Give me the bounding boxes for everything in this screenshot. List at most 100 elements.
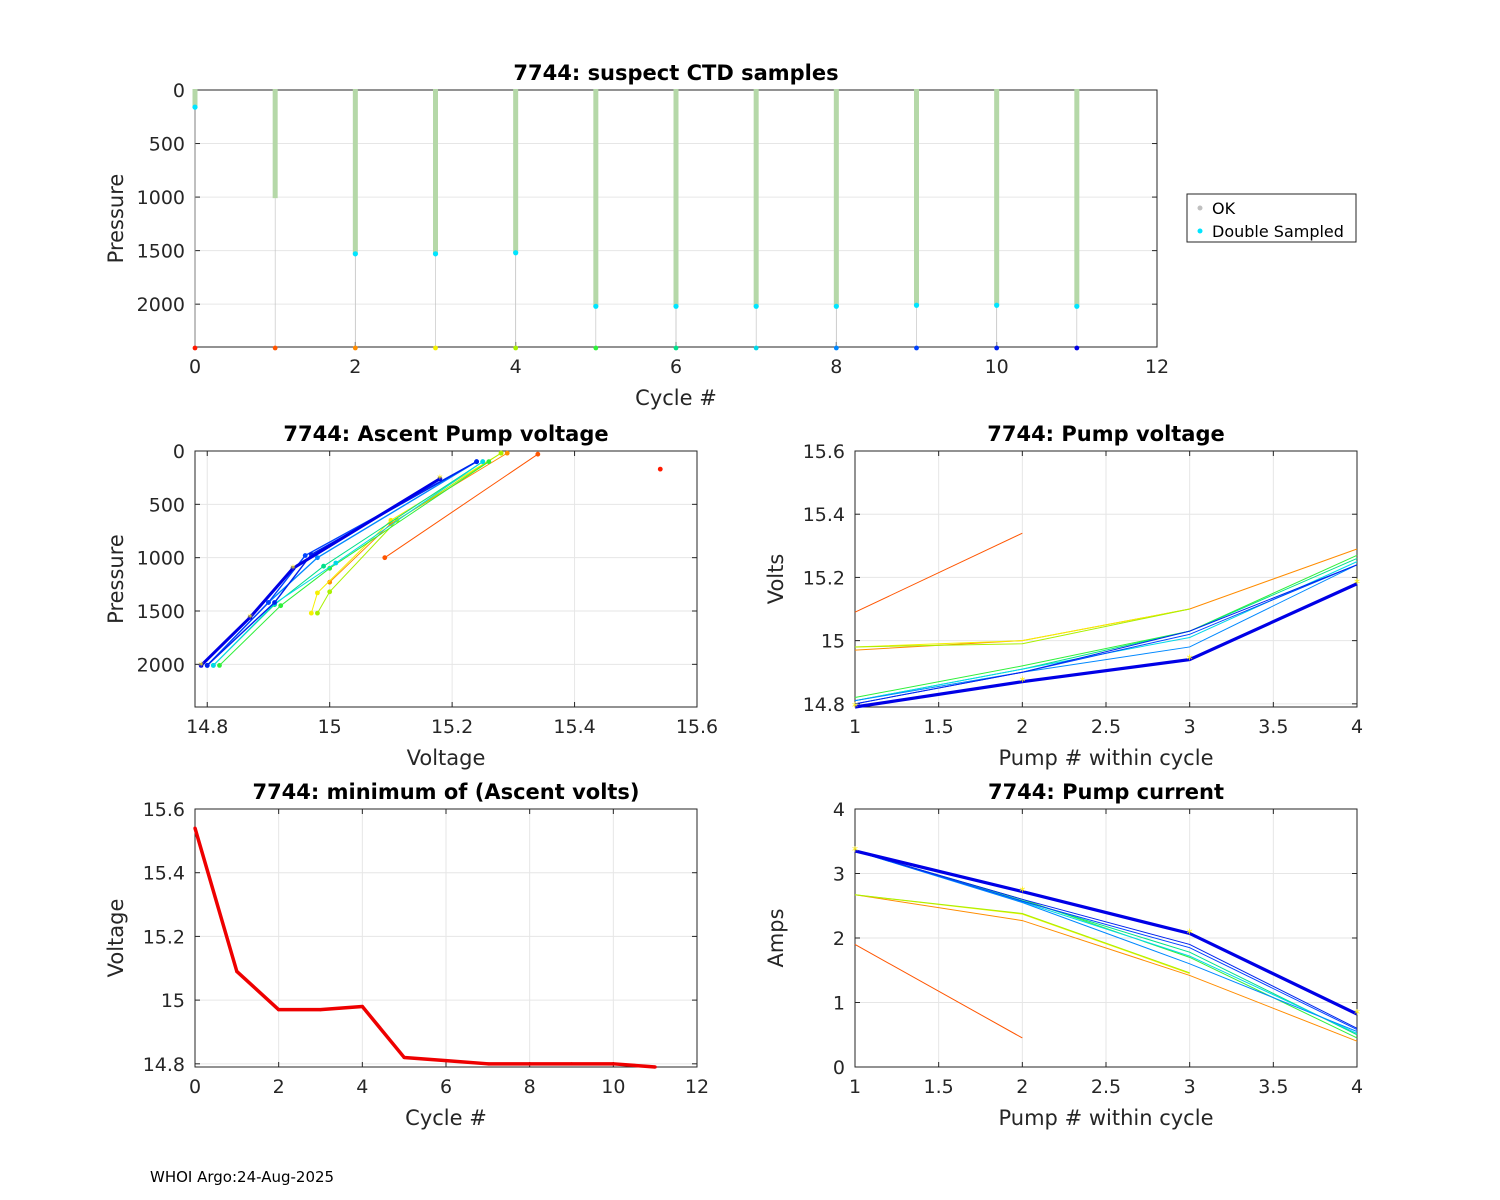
x-tick-label: 2	[1016, 1076, 1028, 1098]
x-axis-label: Voltage	[407, 746, 486, 770]
series-point-cycle-4	[327, 589, 333, 595]
x-tick-label: 2	[1016, 716, 1028, 738]
series-point-cycle-7	[480, 459, 486, 465]
x-axis-label: Pump # within cycle	[999, 1106, 1214, 1130]
y-tick-label: 2000	[137, 294, 185, 316]
series-point-cycle-1	[382, 555, 388, 561]
x-tick-label: 0	[189, 356, 201, 378]
series-point-cycle-3	[308, 610, 314, 616]
x-tick-label: 10	[601, 1076, 625, 1098]
min-volts-point	[653, 1065, 657, 1069]
min-volts-point	[569, 1062, 574, 1066]
series-point-cycle-8	[315, 555, 320, 561]
x-tick-label: 4	[510, 356, 522, 378]
ok-profile-bar	[914, 89, 919, 306]
last-cycle-star: *	[290, 562, 296, 575]
series-line-cycle-8	[854, 850, 1358, 1032]
ok-profile-bar	[352, 89, 358, 254]
series-line-cycle-4	[854, 894, 1190, 974]
cycle-marker	[433, 345, 438, 351]
x-tick-label: 4	[1351, 1076, 1363, 1098]
series-point-cycle-4	[315, 610, 320, 616]
y-axis-label: Voltage	[104, 899, 128, 978]
min-volts-point	[444, 1059, 448, 1063]
plot-area	[195, 451, 697, 707]
y-axis-label: Volts	[764, 554, 788, 605]
y-axis-label: Pressure	[104, 174, 128, 264]
min-volts-point	[277, 1008, 281, 1012]
min-volts-point	[318, 1008, 323, 1012]
double-sampled-point	[192, 104, 198, 110]
series-point-cycle-10	[474, 459, 480, 465]
y-tick-label: 15.4	[143, 863, 185, 885]
min-volts-line	[193, 827, 656, 1069]
x-tick-label: 1.5	[924, 1076, 954, 1098]
double-sampled-point	[913, 302, 920, 308]
x-tick-label: 15.4	[553, 716, 595, 738]
axes-box	[194, 450, 698, 708]
ok-profile-bar	[833, 89, 839, 307]
y-tick-label: 0	[833, 1057, 845, 1079]
y-tick-label: 14.8	[803, 694, 845, 716]
cycle-marker	[914, 345, 919, 351]
footer-timestamp: WHOI Argo:24-Aug-2025	[150, 1168, 334, 1186]
x-tick-label: 2	[273, 1076, 285, 1098]
series-point-cycle-9	[266, 600, 271, 605]
chart-title: 7744: Ascent Pump voltage	[283, 422, 608, 446]
series-point-cycle-1	[535, 451, 541, 457]
series-line-cycle-5	[219, 461, 490, 666]
y-tick-label: 500	[149, 134, 185, 156]
y-tick-label: 1500	[137, 601, 185, 623]
x-tick-label: 8	[830, 356, 842, 378]
chart-ascent: 14.8 15 15.2 15.4 15.6 0 500 1000 1500 2000 7744: …	[104, 422, 718, 770]
series-line-cycle-5	[854, 554, 1358, 699]
chart-title: 7744: suspect CTD samples	[513, 61, 838, 85]
series-point-cycle-9	[302, 553, 308, 558]
series-point-cycle-10	[272, 600, 277, 605]
double-sampled-point	[432, 251, 439, 257]
legend-label-ok: OK	[1212, 199, 1236, 218]
x-tick-label: 12	[1145, 356, 1169, 378]
x-tick-label: 6	[670, 356, 682, 378]
x-tick-label: 12	[685, 1076, 709, 1098]
y-tick-label: 1500	[137, 241, 185, 263]
x-tick-label: 2.5	[1091, 1076, 1121, 1098]
series-line-cycle-1	[854, 532, 1023, 613]
y-tick-label: 500	[149, 494, 185, 516]
y-tick-label: 15	[821, 631, 845, 653]
series-line-cycle-11	[854, 582, 1358, 709]
y-tick-label: 1	[833, 993, 845, 1015]
x-tick-label: 1	[849, 716, 861, 738]
series-point-cycle-5	[217, 663, 222, 668]
y-tick-label: 3	[833, 864, 845, 886]
series-line-cycle-8	[854, 564, 1358, 702]
x-tick-label: 0	[189, 1076, 201, 1098]
y-tick-label: 15.2	[143, 926, 185, 948]
last-cycle-star: *	[247, 611, 253, 624]
last-cycle-star: *	[1354, 577, 1360, 591]
cycle-marker	[673, 345, 679, 351]
chart-ctd: 0 2 4 6 8 10 12 0 500 1000 1500 2000 7744: suspect C…	[104, 61, 1169, 410]
min-volts-point	[486, 1062, 490, 1066]
x-tick-label: 3	[1184, 1076, 1196, 1098]
series-point-cycle-11	[198, 663, 204, 668]
series-point-cycle-5	[327, 565, 333, 571]
x-tick-label: 15	[318, 716, 342, 738]
min-volts-point	[528, 1062, 532, 1066]
series-line-cycle-11	[854, 849, 1358, 1016]
y-tick-label: 1000	[137, 187, 185, 209]
ok-profile-bar	[513, 89, 519, 253]
last-cycle-star: *	[1019, 675, 1025, 689]
series-point-cycle-2	[504, 450, 510, 456]
x-tick-label: 3.5	[1258, 716, 1288, 738]
double-sampled-point	[994, 302, 1000, 308]
series-line-cycle-3	[854, 608, 1190, 648]
last-cycle-star: *	[1354, 1007, 1360, 1021]
chart-title: 7744: minimum of (Ascent volts)	[252, 780, 639, 804]
series-point-cycle-3	[315, 590, 320, 596]
x-tick-label: 8	[524, 1076, 536, 1098]
x-axis-label: Pump # within cycle	[999, 746, 1214, 770]
chart-pumpv: 1 1.5 2 2.5 3 3.5 4 14.8 15 15.2 15.4 15.6 7744: Pum…	[764, 422, 1363, 770]
x-tick-label: 15.2	[431, 716, 473, 738]
